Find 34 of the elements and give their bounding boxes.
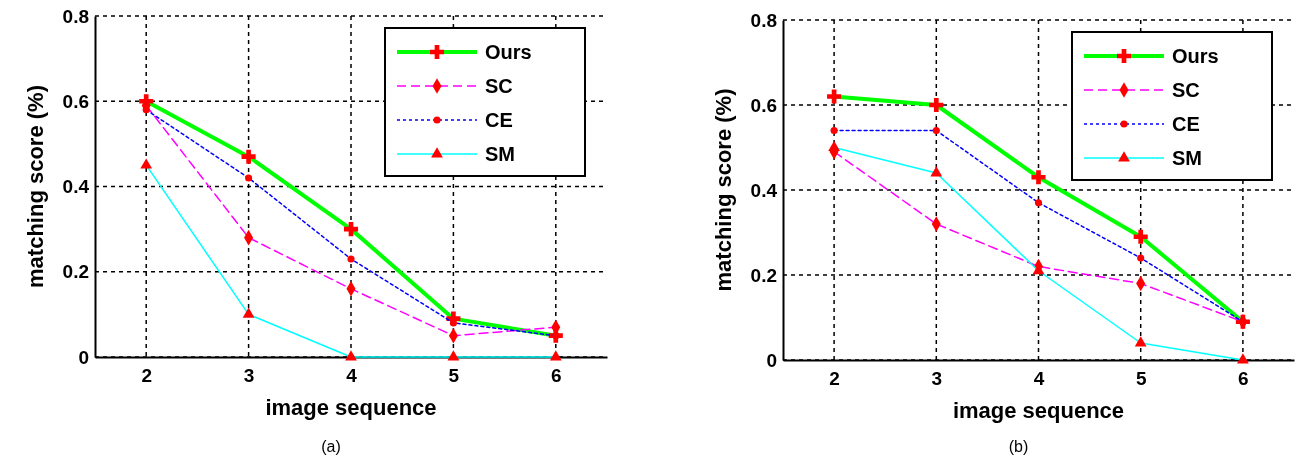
x-tick-label: 6 (1238, 368, 1249, 390)
legend-label: CE (1172, 113, 1200, 135)
legend-label: Ours (1172, 45, 1219, 67)
y-tick-label: 0.4 (62, 176, 90, 198)
x-tick-label: 5 (1135, 368, 1147, 390)
legend-label: CE (485, 109, 513, 131)
x-axis-title: image sequence (265, 395, 437, 420)
x-tick-label: 6 (551, 365, 562, 387)
y-tick-label: 0.4 (750, 179, 778, 201)
text: (a) (321, 438, 341, 455)
legend-label: SC (1172, 79, 1200, 101)
x-tick-label: 3 (243, 365, 255, 387)
legend-label: SM (1172, 147, 1202, 169)
y-tick-label: 0 (766, 349, 777, 371)
y-tick-label: 0.2 (62, 261, 89, 283)
x-tick-label: 2 (141, 365, 152, 387)
x-tick-label: 5 (448, 365, 460, 387)
x-tick-label: 4 (346, 365, 358, 387)
y-tick-label: 0.8 (750, 9, 777, 31)
y-axis-title: matching score (%) (711, 88, 736, 292)
legend-label: SM (485, 143, 515, 165)
legend-label: Ours (485, 41, 532, 63)
text: (b) (1008, 438, 1029, 455)
y-tick-label: 0.6 (62, 90, 89, 112)
legend-label: SC (485, 75, 513, 97)
x-tick-label: 3 (931, 368, 943, 390)
x-tick-label: 2 (829, 368, 840, 390)
y-tick-label: 0.2 (750, 264, 777, 286)
y-tick-label: 0.6 (750, 94, 777, 116)
y-tick-label: 0.8 (62, 5, 89, 27)
x-axis-title: image sequence (952, 398, 1125, 423)
y-axis-title: matching score (%) (23, 85, 48, 288)
x-tick-label: 4 (1033, 368, 1045, 390)
y-tick-label: 0 (78, 346, 89, 368)
